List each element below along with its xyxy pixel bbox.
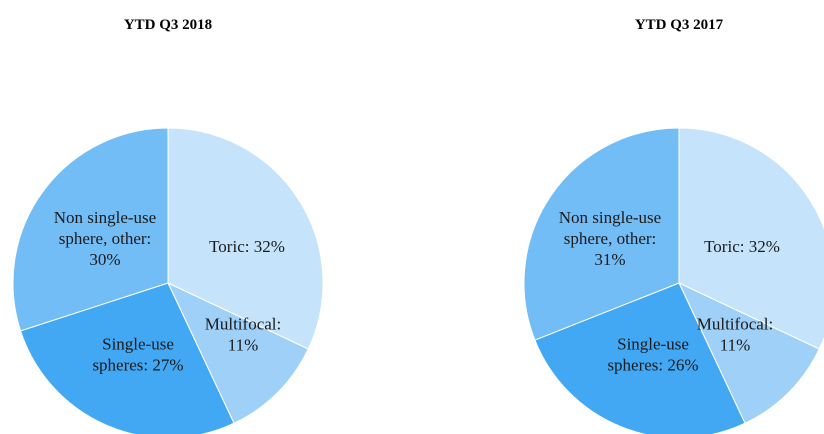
slice-label-toric-2018: Toric: 32% bbox=[209, 237, 285, 256]
slice-label-line: spheres: 26% bbox=[607, 356, 698, 375]
pie-slice-toric-2017 bbox=[678, 127, 824, 350]
slice-label-line: 11% bbox=[720, 336, 751, 355]
slice-label-multifocal-2017: Multifocal: 11% bbox=[697, 315, 773, 355]
chart-title-2018: YTD Q3 2018 bbox=[124, 17, 212, 33]
slice-label-line: sphere, other: bbox=[564, 229, 657, 248]
slice-label-line: 31% bbox=[594, 250, 625, 269]
pie-slice-toric-2018 bbox=[167, 127, 324, 350]
slice-label-non-single-use-sphere-other-2018: Non single-use sphere, other: 30% bbox=[54, 208, 156, 269]
pie-slice-non-single-use-sphere-other-2017 bbox=[523, 127, 680, 341]
slice-label-line: Single-use bbox=[102, 335, 174, 354]
slice-label-line: Toric: 32% bbox=[209, 237, 285, 256]
slice-label-single-use-spheres-2018: Single-use spheres: 27% bbox=[92, 335, 183, 375]
slice-label-line: Non single-use bbox=[559, 208, 661, 227]
pie-chart-2018: YTD Q3 2018 Toric: 32% Multifocal: 11% Sing… bbox=[12, 17, 324, 434]
pie-slice-multifocal-2018 bbox=[166, 281, 309, 424]
slice-label-multifocal-2018: Multifocal: 11% bbox=[205, 315, 281, 355]
slice-label-single-use-spheres-2017: Single-use spheres: 26% bbox=[607, 335, 698, 375]
slice-label-line: spheres: 27% bbox=[92, 356, 183, 375]
slice-label-line: 11% bbox=[228, 336, 259, 355]
slice-label-toric-2017: Toric: 32% bbox=[704, 237, 780, 256]
slice-label-line: sphere, other: bbox=[59, 229, 152, 248]
slice-label-line: Multifocal: bbox=[697, 315, 773, 334]
slice-label-non-single-use-sphere-other-2017: Non single-use sphere, other: 31% bbox=[559, 208, 661, 269]
pie-slice-single-use-spheres-2017 bbox=[534, 282, 746, 434]
slice-label-line: 30% bbox=[89, 250, 120, 269]
pie-chart-2017: YTD Q3 2017 Toric: 32% Multifocal: 11% Sing… bbox=[523, 17, 824, 434]
slice-label-line: Non single-use bbox=[54, 208, 156, 227]
chart-title-2017: YTD Q3 2017 bbox=[635, 17, 724, 33]
slice-label-line: Multifocal: bbox=[205, 315, 281, 334]
pie-slice-single-use-spheres-2018 bbox=[19, 282, 235, 434]
slice-label-line: Single-use bbox=[617, 335, 689, 354]
pie-slice-multifocal-2017 bbox=[677, 281, 820, 424]
slice-label-line: Toric: 32% bbox=[704, 237, 780, 256]
pie-slice-non-single-use-sphere-other-2018 bbox=[12, 127, 169, 332]
